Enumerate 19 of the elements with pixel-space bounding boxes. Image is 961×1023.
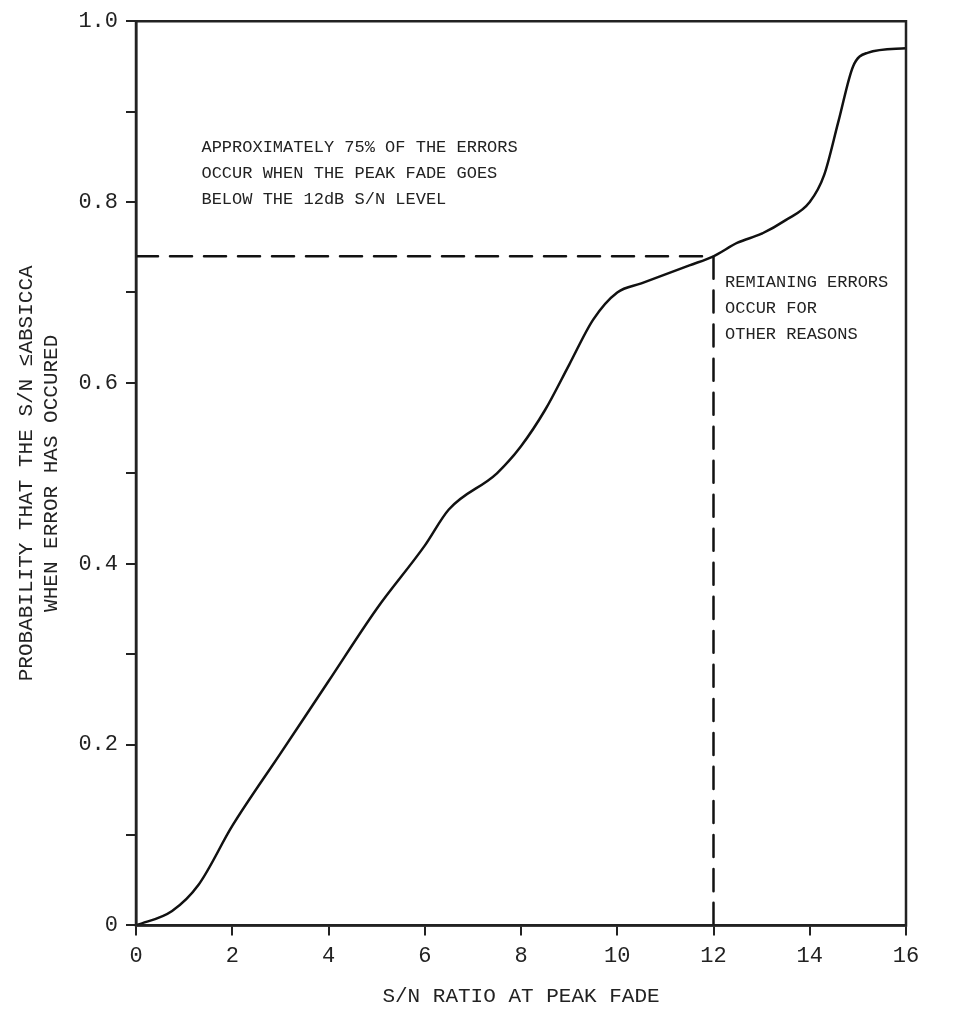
x-tick-label: 12 bbox=[700, 944, 727, 970]
x-tick-label: 16 bbox=[892, 944, 920, 970]
x-tick-label: 2 bbox=[225, 944, 239, 970]
annotation: APPROXIMATELY 75% OF THE ERRORS OCCUR WHEN THE PEAK FADE GOES BELOW THE 12dB S/N LEVEL bbox=[201, 137, 518, 209]
x-tick-label: 10 bbox=[604, 944, 631, 970]
y-tick-label: 0 bbox=[104, 913, 119, 939]
y-tick-label: 0.2 bbox=[78, 732, 119, 758]
x-tick-label: 0 bbox=[129, 944, 143, 970]
y-axis-title: PROBABILITY THAT THE S/N ≤ABSICCA WHEN ERROR HAS OCCURED bbox=[15, 264, 64, 682]
x-tick-label: 14 bbox=[796, 944, 823, 970]
annotation: REMIANING ERRORS OCCUR FOR OTHER REASONS bbox=[725, 273, 889, 345]
x-axis-title: S/N RATIO AT PEAK FADE bbox=[382, 984, 660, 1008]
y-tick-label: 0.6 bbox=[78, 370, 119, 396]
x-tick-label: 6 bbox=[418, 944, 432, 970]
x-tick-label: 4 bbox=[321, 944, 336, 970]
y-tick-label: 0.4 bbox=[78, 551, 119, 577]
y-tick-label: 0.8 bbox=[78, 189, 119, 215]
x-tick-label: 8 bbox=[514, 944, 528, 970]
y-tick-label: 1.0 bbox=[78, 9, 119, 35]
